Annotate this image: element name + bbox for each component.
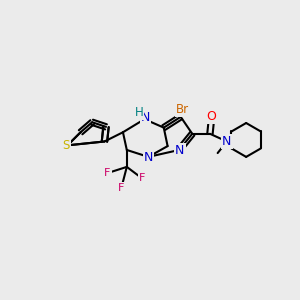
Text: F: F (139, 173, 146, 184)
Text: O: O (207, 110, 216, 123)
Text: F: F (118, 183, 124, 193)
Text: N: N (141, 111, 150, 124)
Text: S: S (62, 139, 70, 152)
Text: N: N (144, 151, 153, 164)
Text: Br: Br (176, 103, 189, 116)
Text: F: F (104, 168, 111, 178)
Text: N: N (175, 144, 184, 157)
Text: H: H (135, 106, 143, 119)
Text: N: N (222, 135, 232, 148)
